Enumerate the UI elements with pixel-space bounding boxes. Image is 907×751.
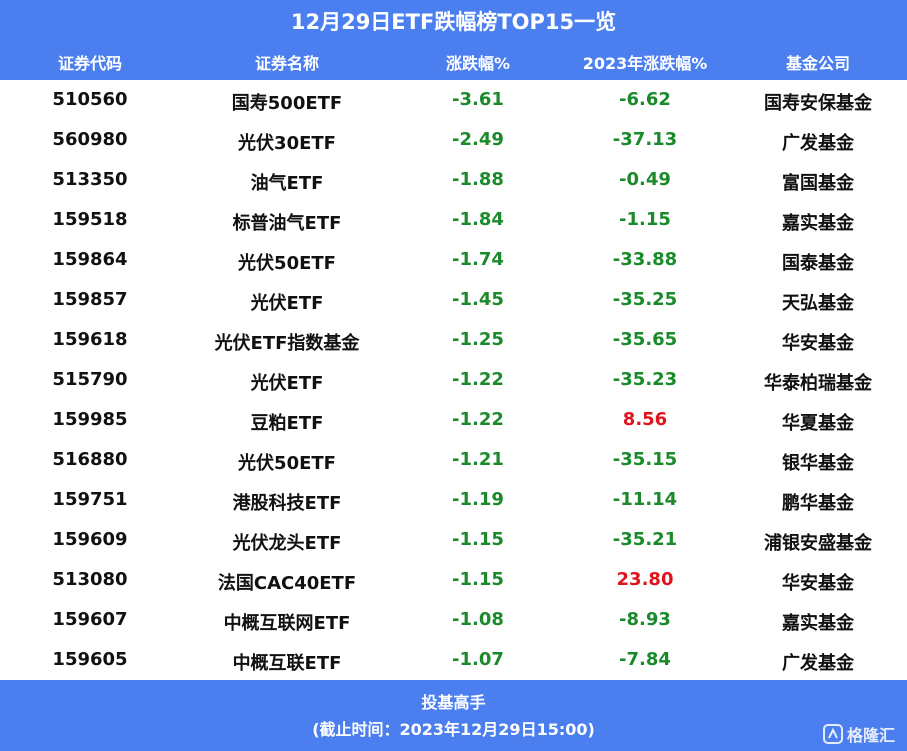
table-cell: -8.93: [619, 609, 671, 630]
table-cell: 国寿500ETF: [231, 93, 343, 114]
table-cell: -1.22: [452, 409, 504, 430]
table-cell: 广发基金: [782, 133, 854, 154]
table-cell: -1.84: [452, 209, 504, 230]
table-cell: -35.65: [612, 329, 678, 350]
table-cell: 广发基金: [782, 653, 854, 674]
table-cell: 159985: [52, 409, 128, 430]
table-cell: 鹏华基金: [782, 493, 854, 514]
table-cell: 嘉实基金: [782, 613, 854, 634]
column-header: 证券代码: [57, 54, 123, 73]
table-cell: 中概互联ETF: [232, 653, 342, 674]
watermark-icon: [822, 724, 843, 744]
table-cell: -1.45: [452, 289, 504, 310]
header-bar: [0, 0, 907, 80]
table-cell: 油气ETF: [250, 173, 324, 194]
column-header: 涨跌幅%: [445, 54, 511, 73]
footer-bar: [0, 680, 907, 751]
table-cell: 光伏ETF: [250, 373, 324, 394]
table-cell: -1.25: [452, 329, 504, 350]
table-cell: -1.88: [452, 169, 504, 190]
table-cell: 法国CAC40ETF: [217, 573, 357, 594]
table-cell: 513080: [52, 569, 128, 590]
table-cell: -35.23: [612, 369, 678, 390]
table-cell: 光伏龙头ETF: [232, 533, 342, 554]
table-cell: -1.21: [452, 449, 504, 470]
table-cell: 159751: [52, 489, 128, 510]
table-cell: -1.19: [452, 489, 504, 510]
table-cell: 天弘基金: [782, 293, 854, 314]
table-cell: 豆粕ETF: [250, 413, 324, 434]
table-cell: 国寿安保基金: [764, 93, 872, 114]
table-cell: 159618: [52, 329, 128, 350]
table-cell: 159518: [52, 209, 128, 230]
table-cell: 光伏30ETF: [238, 133, 336, 154]
table-cell: 标普油气ETF: [232, 213, 342, 234]
table-cell: -35.15: [612, 449, 678, 470]
table-cell: -2.49: [452, 129, 504, 150]
table-cell: 光伏50ETF: [238, 453, 336, 474]
table-cell: 159605: [52, 649, 128, 670]
table-cell: -1.15: [619, 209, 671, 230]
table-cell: 华泰柏瑞基金: [764, 373, 872, 394]
table-cell: -35.25: [612, 289, 678, 310]
table-cell: 银华基金: [782, 453, 854, 474]
table-cell: -11.14: [612, 489, 678, 510]
column-header: 基金公司: [785, 54, 851, 73]
table-cell: 515790: [52, 369, 128, 390]
title: 12月29日ETF跌幅榜TOP15一览: [290, 10, 617, 34]
table-cell: -3.61: [452, 89, 504, 110]
table-cell: 港股科技ETF: [232, 493, 342, 514]
table-cell: 光伏50ETF: [238, 253, 336, 274]
table-cell: 159864: [52, 249, 128, 270]
table-cell: -1.15: [452, 529, 504, 550]
table-cell: 华安基金: [782, 573, 854, 594]
watermark: 格隆汇: [822, 722, 895, 746]
table-cell: 159607: [52, 609, 128, 630]
table-cell: 浦银安盛基金: [764, 533, 872, 554]
table-cell: -35.21: [612, 529, 678, 550]
table-cell: 23.80: [616, 569, 674, 590]
footer-line: 投基高手: [421, 693, 486, 712]
table-cell: 光伏ETF: [250, 293, 324, 314]
table-cell: 8.56: [622, 409, 668, 430]
column-header: 2023年涨跌幅%: [582, 54, 708, 73]
table-cell: 510560: [52, 89, 128, 110]
table-cell: 富国基金: [782, 173, 854, 194]
table-cell: -1.15: [452, 569, 504, 590]
table-cell: 560980: [52, 129, 128, 150]
table-cell: 中概互联网ETF: [223, 613, 351, 634]
table-cell: 513350: [52, 169, 128, 190]
table-cell: 516880: [52, 449, 128, 470]
table-cell: -1.08: [452, 609, 504, 630]
table-cell: -33.88: [612, 249, 678, 270]
table-cell: 华夏基金: [782, 413, 854, 434]
table-cell: -7.84: [619, 649, 671, 670]
table-cell: 国泰基金: [782, 253, 854, 274]
table-cell: -1.74: [452, 249, 504, 270]
table-cell: -6.62: [619, 89, 671, 110]
column-header: 证券名称: [254, 54, 320, 73]
table-cell: -1.07: [452, 649, 504, 670]
table-cell: -37.13: [612, 129, 678, 150]
watermark-text: 格隆汇: [846, 726, 895, 745]
table-cell: 华安基金: [782, 333, 854, 354]
table-cell: 159857: [52, 289, 128, 310]
table-cell: -0.49: [619, 169, 671, 190]
table-cell: -1.22: [452, 369, 504, 390]
footer-line: (截止时间：2023年12月29日15:00): [312, 720, 595, 739]
table-cell: 159609: [52, 529, 128, 550]
table-cell: 嘉实基金: [782, 213, 854, 234]
table-cell: 光伏ETF指数基金: [214, 333, 360, 354]
